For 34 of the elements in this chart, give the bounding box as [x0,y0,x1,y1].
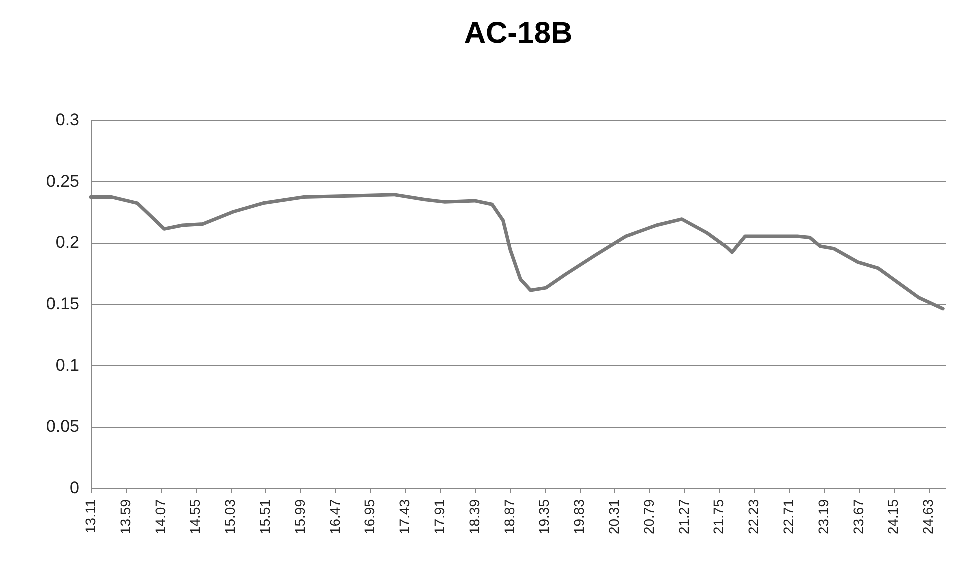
x-tick-label: 23.67 [850,499,866,535]
x-tick-label: 21.75 [710,499,727,535]
y-tick-label: 0.1 [56,356,80,375]
x-tick-label: 16.47 [326,499,343,535]
x-tick-label: 22.71 [780,499,796,535]
x-tick-label: 19.83 [571,499,588,535]
y-tick-label: 0.05 [46,417,80,436]
x-tick-label: 13.11 [82,499,98,534]
x-tick-label: 15.51 [256,499,273,535]
y-tick-label: 0.3 [56,110,80,130]
y-tick-label: 0.25 [46,172,80,191]
x-tick-label: 24.15 [885,499,902,535]
x-tick-label: 15.03 [222,499,238,535]
x-tick-label: 24.63 [920,499,936,535]
x-tick-label: 19.35 [536,499,552,535]
y-tick-label: 0.15 [46,294,80,314]
x-tick-label: 20.79 [640,499,657,535]
x-tick-label: 20.31 [606,499,622,535]
x-tick-label: 22.23 [746,499,762,535]
line-series [89,193,945,311]
x-tick-label: 17.43 [396,499,413,535]
x-tick-label: 15.99 [292,499,308,535]
x-tick-label: 14.55 [187,499,204,535]
y-tick-label: 0.2 [56,233,80,252]
x-tick-label: 17.91 [431,499,448,535]
x-tick-label: 14.07 [152,499,168,535]
x-tick-label: 21.27 [676,499,692,535]
y-tick-label: 0 [70,478,80,498]
x-tick-label: 18.39 [466,499,482,535]
chart-title: AC-18B [464,17,573,50]
x-tick-label: 16.95 [362,499,378,535]
x-tick-label: 13.59 [117,499,134,535]
x-tick-label: 23.19 [815,499,832,535]
x-tick-label: 18.87 [501,499,518,535]
